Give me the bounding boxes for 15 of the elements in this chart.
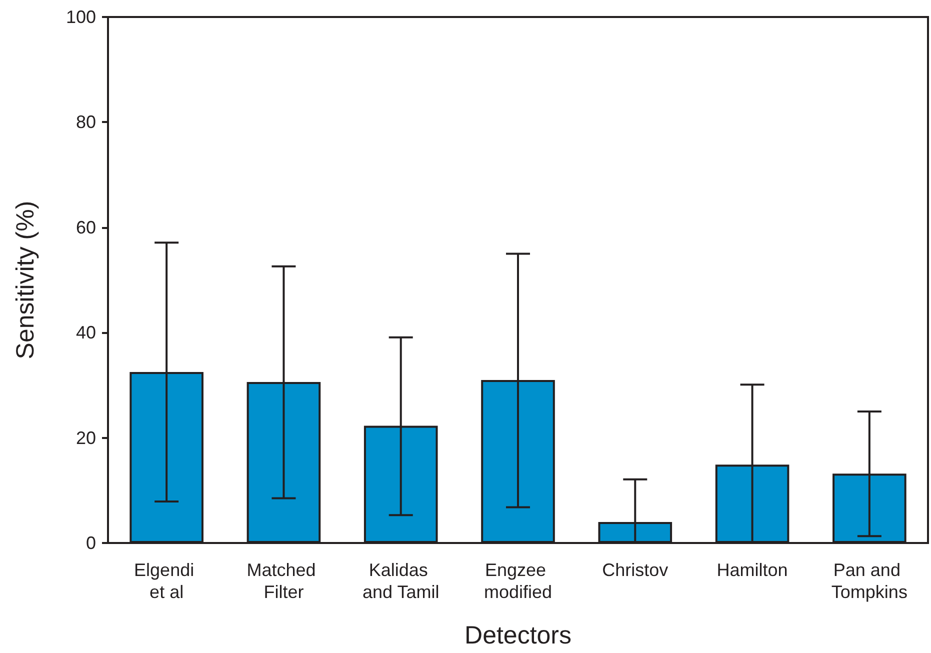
x-axis-title: Detectors bbox=[464, 622, 572, 650]
y-tick-label: 20 bbox=[76, 428, 96, 448]
y-tick-label: 60 bbox=[76, 217, 96, 238]
x-tick-label: Engzee modified bbox=[484, 560, 552, 602]
x-tick-label: Kalidas and Tamil bbox=[362, 560, 440, 602]
x-tick-label: Elgendi et al bbox=[134, 560, 200, 602]
x-tick-label: Pan and Tompkins bbox=[831, 560, 908, 602]
y-tick-label: 0 bbox=[86, 533, 96, 553]
y-tick-label: 40 bbox=[76, 322, 96, 343]
y-tick-label: 80 bbox=[76, 112, 96, 132]
x-tick-label: Christov bbox=[602, 560, 668, 580]
y-axis-title: Sensitivity (%) bbox=[12, 200, 40, 360]
x-tick-label: Matched Filter bbox=[246, 560, 321, 602]
y-tick-label: 100 bbox=[66, 7, 96, 27]
x-tick-label: Hamilton bbox=[716, 560, 788, 580]
